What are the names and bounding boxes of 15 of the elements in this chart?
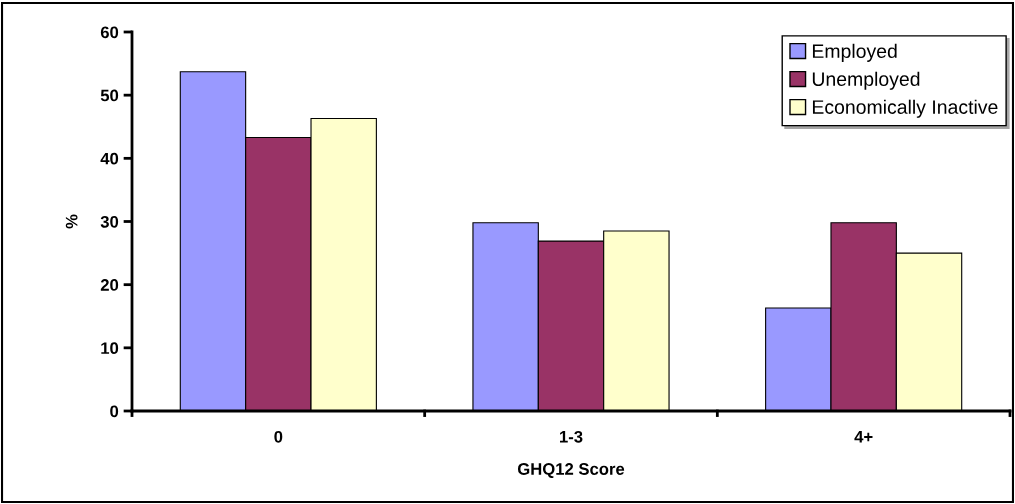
y-axis-title: % bbox=[65, 214, 78, 229]
y-tick-label: 60 bbox=[100, 26, 119, 39]
y-tick-label: 50 bbox=[100, 89, 119, 102]
x-axis-title: GHQ12 Score bbox=[517, 463, 625, 478]
y-tick-label: 0 bbox=[110, 405, 119, 418]
y-tick-label: 20 bbox=[100, 279, 119, 291]
y-tick-label: 40 bbox=[100, 152, 119, 165]
legend-label: Employed bbox=[812, 43, 897, 62]
y-tick-label: 30 bbox=[100, 215, 119, 228]
x-tick-label: 0 bbox=[274, 430, 283, 443]
legend-label: Unemployed bbox=[812, 71, 920, 90]
x-tick-label: 1-3 bbox=[560, 430, 583, 443]
legend-label: Economically Inactive bbox=[812, 99, 998, 118]
y-tick-label: 10 bbox=[101, 342, 119, 355]
x-tick-label: 4+ bbox=[854, 431, 873, 443]
